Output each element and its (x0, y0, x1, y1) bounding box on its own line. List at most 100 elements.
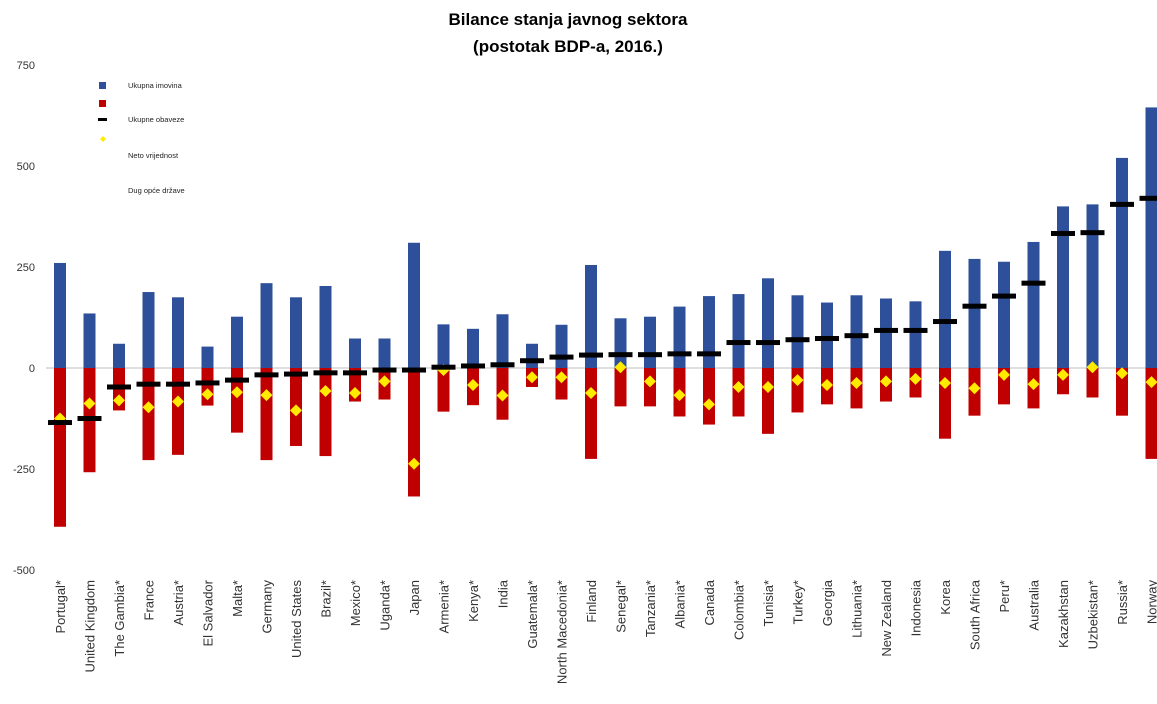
bar-total-assets (1145, 107, 1157, 369)
x-tick-label: Albania* (673, 580, 688, 628)
bar-total-liabilities (172, 368, 184, 455)
marker-debt-dash (136, 381, 161, 387)
x-tick-label: Canada (702, 579, 717, 625)
marker-net-worth (585, 387, 597, 400)
marker-net-worth (526, 371, 538, 384)
bar-total-assets (998, 261, 1010, 368)
markers-layer (48, 195, 1157, 470)
marker-debt-dash (1139, 195, 1157, 201)
marker-net-worth (496, 389, 509, 402)
marker-debt-dash (726, 340, 751, 346)
marker-net-worth (732, 380, 745, 393)
x-tick-label: Guatemala* (525, 580, 540, 649)
marker-net-worth (378, 375, 391, 388)
y-tick-label: 750 (17, 60, 35, 72)
marker-debt-dash (992, 293, 1016, 299)
marker-debt-dash (874, 327, 898, 333)
bar-total-assets (54, 262, 66, 368)
legend: Ukupna imovina Ukupne obaveze Neto vrije… (98, 81, 185, 195)
x-tick-label: Indonesia (909, 579, 924, 636)
bar-total-liabilities (762, 368, 774, 434)
marker-net-worth (762, 380, 774, 393)
marker-net-worth (998, 368, 1010, 381)
bar-total-assets (791, 295, 804, 368)
marker-debt-dash (461, 363, 485, 369)
bar-total-assets (762, 278, 774, 368)
bar-total-assets (201, 346, 214, 368)
x-tick-label: Finland (584, 580, 599, 623)
x-tick-label: Georgia (820, 579, 835, 626)
bar-total-liabilities (1116, 368, 1128, 416)
marker-debt-dash (903, 327, 928, 333)
bar-total-assets (113, 343, 125, 368)
bar-total-assets (909, 301, 922, 368)
x-tick-label: Germany (260, 580, 275, 634)
bar-total-liabilities (231, 368, 243, 433)
marker-net-worth (172, 395, 184, 408)
bar-total-liabilities (585, 368, 597, 459)
bar-total-assets (437, 324, 450, 368)
legend-label-debt: Dug opće države (128, 186, 185, 195)
marker-net-worth (113, 394, 125, 407)
marker-net-worth (850, 376, 863, 389)
legend-label-assets: Ukupna imovina (128, 81, 183, 90)
bar-total-assets (142, 292, 155, 368)
legend-swatch-liabilities-red (99, 100, 106, 107)
marker-net-worth (1145, 376, 1157, 389)
marker-net-worth (821, 378, 833, 391)
marker-debt-dash (372, 367, 397, 373)
bar-total-assets (673, 306, 686, 368)
bar-total-assets (290, 297, 302, 368)
bar-total-assets (880, 298, 892, 368)
marker-debt-dash (844, 333, 869, 339)
x-tick-label: Turkey* (791, 580, 806, 624)
marker-net-worth (142, 401, 155, 414)
legend-swatch-assets (99, 82, 106, 89)
marker-net-worth (1057, 368, 1069, 381)
bar-total-assets (1027, 241, 1040, 368)
bar-total-liabilities (142, 368, 155, 461)
y-tick-label: 0 (29, 363, 35, 375)
bar-total-liabilities (260, 368, 273, 461)
bar-total-assets (614, 318, 627, 368)
bar-total-assets (83, 313, 96, 368)
marker-debt-dash (313, 370, 338, 376)
y-tick-label: 500 (17, 161, 35, 173)
bar-total-assets (467, 328, 479, 368)
chart-title: Bilance stanja javnog sektora (448, 10, 688, 29)
marker-debt-dash (962, 303, 987, 309)
x-tick-label: Uganda* (378, 580, 393, 631)
x-tick-label: Kazakhstan (1056, 580, 1071, 648)
marker-net-worth (939, 376, 951, 389)
marker-net-worth (644, 375, 656, 388)
marker-debt-dash (579, 352, 603, 358)
marker-debt-dash (549, 354, 574, 360)
x-tick-label: United Kingdom (83, 580, 98, 673)
y-axis: 750 500 250 0 -250 -500 (13, 60, 35, 577)
bar-total-assets (821, 302, 833, 368)
marker-debt-dash (520, 358, 544, 364)
bar-total-liabilities (703, 368, 715, 425)
x-tick-label: Mexico* (348, 580, 363, 626)
marker-debt-dash (343, 370, 367, 376)
marker-debt-dash (1110, 201, 1134, 207)
marker-debt-dash (667, 351, 692, 357)
x-tick-label: The Gambia* (112, 580, 127, 657)
marker-net-worth (1086, 361, 1099, 374)
x-tick-label: Russia* (1115, 580, 1130, 625)
bar-total-liabilities (614, 368, 627, 407)
marker-net-worth (703, 398, 715, 411)
bar-total-assets (496, 314, 509, 368)
marker-net-worth (614, 361, 627, 374)
chart-subtitle: (postotak BDP-a, 2016.) (473, 37, 663, 56)
legend-swatch-liabilities-dash (98, 118, 107, 121)
bar-total-assets (644, 316, 656, 368)
bars-layer (54, 107, 1157, 527)
marker-net-worth (83, 397, 96, 410)
x-tick-label: France (142, 580, 157, 620)
marker-debt-dash (1051, 230, 1075, 236)
marker-net-worth (673, 389, 686, 402)
marker-net-worth (319, 385, 332, 398)
x-tick-label: Colombia* (732, 580, 747, 640)
